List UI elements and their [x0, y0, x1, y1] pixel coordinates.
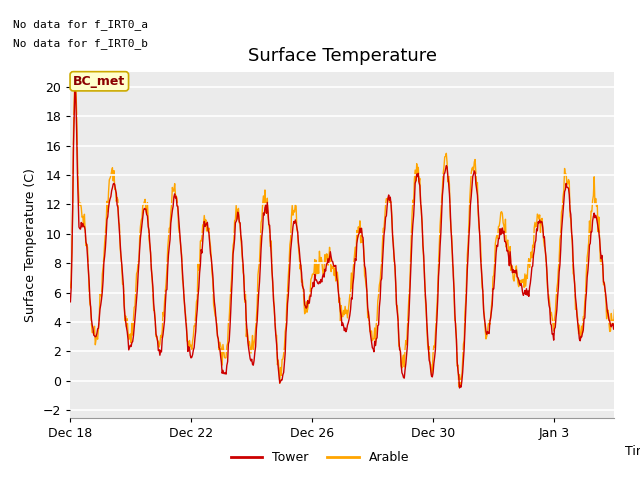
Tower	[221, 371, 228, 376]
Tower	[71, 76, 79, 82]
Arable	[71, 69, 79, 75]
Arable	[455, 384, 463, 389]
Tower	[67, 299, 74, 305]
Line: Arable: Arable	[70, 72, 614, 386]
Arable	[611, 307, 618, 313]
Legend: Tower, Arable: Tower, Arable	[226, 446, 414, 469]
Tower	[611, 322, 618, 327]
Tower	[200, 218, 208, 224]
Title: Surface Temperature: Surface Temperature	[248, 47, 437, 65]
Tower	[559, 218, 566, 224]
Text: No data for f_IRT0_a: No data for f_IRT0_a	[13, 19, 148, 30]
Arable	[200, 213, 208, 218]
Arable	[67, 285, 74, 291]
Arable	[492, 241, 499, 247]
Tower	[456, 385, 463, 391]
Text: BC_met: BC_met	[73, 75, 125, 88]
Text: No data for f_IRT0_b: No data for f_IRT0_b	[13, 38, 148, 49]
Y-axis label: Surface Temperature (C): Surface Temperature (C)	[24, 168, 38, 322]
Arable	[559, 206, 566, 212]
Line: Tower: Tower	[70, 79, 614, 388]
Tower	[239, 263, 247, 268]
Arable	[239, 270, 247, 276]
Arable	[424, 347, 432, 352]
Arable	[221, 355, 228, 360]
Text: Time: Time	[625, 445, 640, 458]
Tower	[424, 345, 432, 350]
Tower	[492, 263, 499, 268]
